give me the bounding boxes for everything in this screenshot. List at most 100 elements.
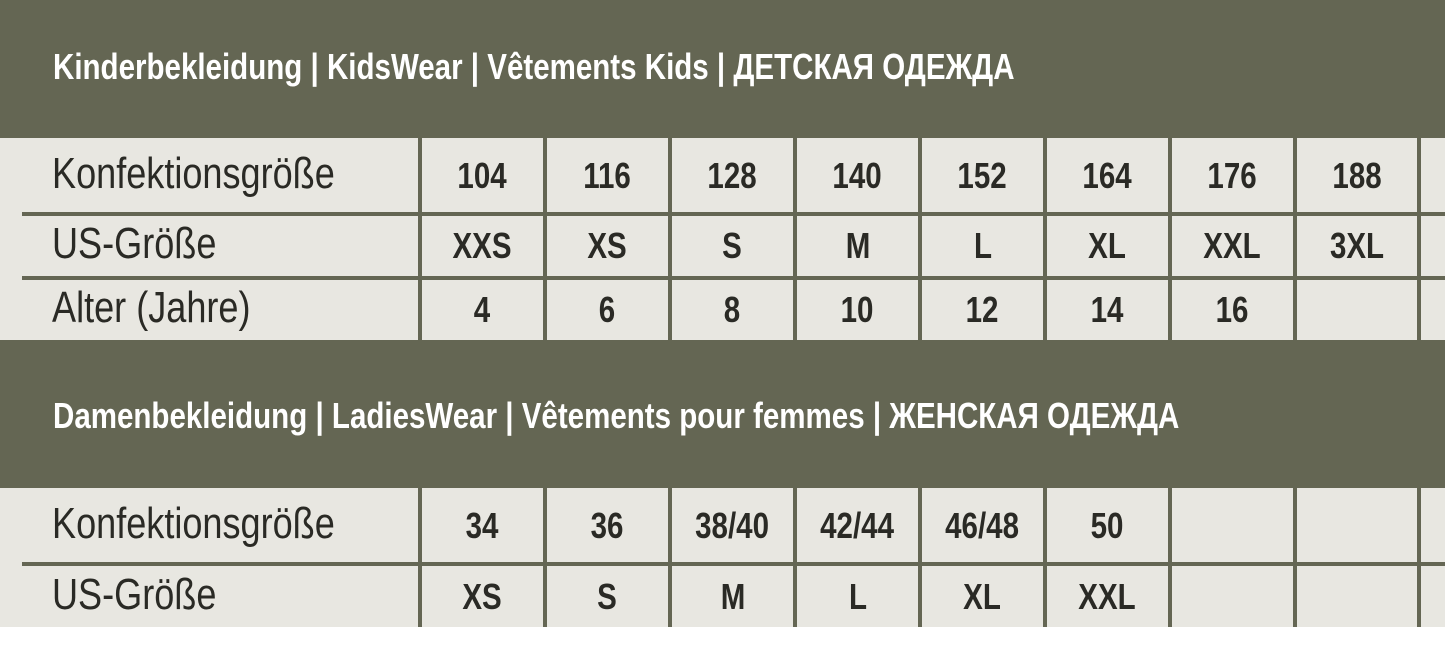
size-value: XS xyxy=(462,575,503,617)
column-divider xyxy=(793,488,797,627)
size-cell: 104 xyxy=(420,155,545,197)
size-cell: 176 xyxy=(1170,155,1295,197)
row-divider xyxy=(22,562,1445,566)
size-cell: 34 xyxy=(420,505,545,547)
size-value: XS xyxy=(587,225,628,266)
size-cell xyxy=(1295,505,1420,547)
column-divider xyxy=(1417,488,1421,627)
size-value: XXL xyxy=(1078,575,1137,617)
size-cell: 152 xyxy=(920,155,1045,197)
size-cell: M xyxy=(670,576,795,618)
row-label: Alter (Jahre) xyxy=(52,283,251,332)
column-divider xyxy=(668,138,672,340)
size-value: XXL xyxy=(1203,225,1262,266)
size-value: M xyxy=(845,225,870,266)
size-cell xyxy=(1295,576,1420,618)
size-cell: XXL xyxy=(1170,225,1295,267)
size-value: 36 xyxy=(591,505,624,546)
size-value: 3XL xyxy=(1330,225,1385,266)
size-cell: 38/40 xyxy=(670,505,795,547)
size-value: 104 xyxy=(457,155,508,196)
size-value: 12 xyxy=(966,289,999,330)
table-row: Alter (Jahre) 4 6 8 10 12 14 16 xyxy=(0,278,1445,340)
size-value: 4 xyxy=(474,289,491,330)
size-value: S xyxy=(597,575,618,617)
column-divider xyxy=(1168,138,1172,340)
column-divider xyxy=(1417,138,1421,340)
size-cell xyxy=(1295,289,1420,331)
size-cell xyxy=(1170,576,1295,618)
size-value: 42/44 xyxy=(820,505,895,546)
ladies-size-table: Konfektionsgröße 34 36 38/40 42/44 46/48 50 US-… xyxy=(0,488,1445,627)
size-value: 176 xyxy=(1207,155,1258,196)
size-cell: L xyxy=(920,225,1045,267)
size-cell xyxy=(1419,576,1445,618)
size-cell: 140 xyxy=(795,155,920,197)
size-cell: 16 xyxy=(1170,289,1295,331)
column-divider xyxy=(1168,488,1172,627)
row-divider xyxy=(22,212,1445,216)
size-value: 6 xyxy=(599,289,616,330)
table-row: US-Größe XXS XS S M L XL XXL 3XL xyxy=(0,214,1445,276)
size-cell: M xyxy=(795,225,920,267)
size-value: 188 xyxy=(1332,155,1383,196)
size-value: 16 xyxy=(1216,289,1249,330)
size-value: S xyxy=(722,225,743,266)
ladies-section-title: Damenbekleidung | LadiesWear | Vêtements… xyxy=(53,395,1180,436)
size-value: 152 xyxy=(957,155,1008,196)
size-value: M xyxy=(720,575,745,617)
size-value: 50 xyxy=(1091,505,1124,546)
column-divider xyxy=(918,488,922,627)
size-cell xyxy=(1419,289,1445,331)
row-label: US-Größe xyxy=(52,569,217,619)
row-label: Konfektionsgröße xyxy=(52,499,335,548)
ladies-header-band: Damenbekleidung | LadiesWear | Vêtements… xyxy=(0,340,1445,488)
size-cell xyxy=(1419,155,1445,197)
column-divider xyxy=(793,138,797,340)
size-cell: 3XL xyxy=(1295,225,1420,267)
size-value: 46/48 xyxy=(945,505,1020,546)
size-cell: XXS xyxy=(420,225,545,267)
size-cell: 116 xyxy=(545,155,670,197)
row-label: Konfektionsgröße xyxy=(52,149,335,198)
table-row: Konfektionsgröße 34 36 38/40 42/44 46/48 50 xyxy=(0,488,1445,562)
kids-size-table: Konfektionsgröße 104 116 128 140 152 164 176 188… xyxy=(0,138,1445,340)
column-divider xyxy=(418,138,422,340)
size-cell: 14 xyxy=(1045,289,1170,331)
size-cell xyxy=(1170,505,1295,547)
column-divider xyxy=(918,138,922,340)
size-value: 128 xyxy=(707,155,758,196)
size-cell: XXL xyxy=(1045,576,1170,618)
size-value: 140 xyxy=(832,155,883,196)
size-cell: 188 xyxy=(1295,155,1420,197)
column-divider xyxy=(1293,138,1297,340)
column-divider xyxy=(418,488,422,627)
size-value: XL xyxy=(963,575,1002,617)
size-cell: 36 xyxy=(545,505,670,547)
column-divider xyxy=(543,138,547,340)
size-cell: 12 xyxy=(920,289,1045,331)
size-cell: XS xyxy=(545,225,670,267)
size-value: 38/40 xyxy=(695,505,770,546)
size-cell xyxy=(1419,225,1445,267)
size-value: XL xyxy=(1088,225,1127,266)
size-value: L xyxy=(973,225,992,266)
size-value: 10 xyxy=(841,289,874,330)
size-cell: S xyxy=(545,576,670,618)
size-value: L xyxy=(848,575,867,617)
size-cell: 42/44 xyxy=(795,505,920,547)
size-cell: 8 xyxy=(670,289,795,331)
size-value: 8 xyxy=(724,289,741,330)
size-cell xyxy=(1419,505,1445,547)
column-divider xyxy=(668,488,672,627)
size-value: XXS xyxy=(452,225,513,266)
column-divider xyxy=(543,488,547,627)
kids-section-title: Kinderbekleidung | KidsWear | Vêtements … xyxy=(53,46,1015,87)
size-cell: XS xyxy=(420,576,545,618)
size-cell: 46/48 xyxy=(920,505,1045,547)
size-value: 34 xyxy=(466,505,499,546)
size-cell: 4 xyxy=(420,289,545,331)
size-cell: S xyxy=(670,225,795,267)
size-value: 14 xyxy=(1091,289,1124,330)
size-cell: 128 xyxy=(670,155,795,197)
